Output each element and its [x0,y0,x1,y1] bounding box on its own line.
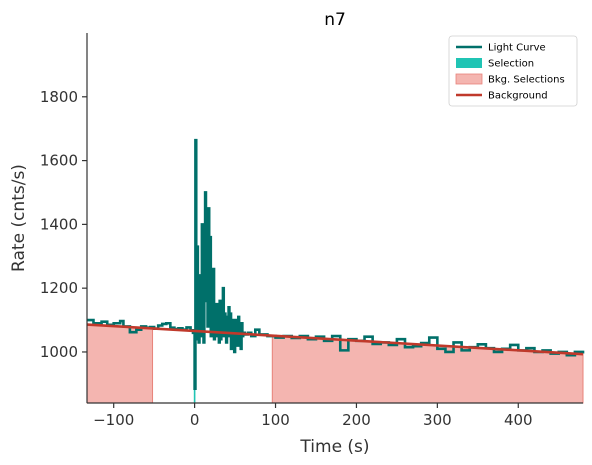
legend-label: Light Curve [488,43,546,54]
axes: −100 0 100 200 300 400 1000 1200 1400 1600 1800 [40,33,583,429]
y-tick-label: 1200 [40,279,78,297]
legend-label: Background [488,91,548,102]
x-tick-label: 0 [190,411,200,429]
legend-swatch-patch [456,58,482,68]
chart-title: n7 [324,10,346,30]
legend-frame [448,35,578,107]
legend-label: Bkg. Selections [488,75,565,86]
y-tick-label: 1600 [40,152,78,170]
plot-area [86,138,585,404]
bkg-selection-region-1 [86,324,154,404]
x-axis-label: Time (s) [299,437,369,457]
background-fit-line [86,323,584,356]
x-tick-label: 300 [423,411,452,429]
y-tick-label: 1000 [40,343,78,361]
y-tick-label: 1400 [40,215,78,233]
y-ticks: 1000 1200 1400 1600 1800 [40,88,87,361]
legend-items: Light Curve Selection Bkg. Selections Backg… [455,43,565,102]
x-tick-label: 200 [342,411,371,429]
legend-label: Selection [488,59,534,70]
x-ticks: −100 0 100 200 300 400 [93,403,533,429]
x-tick-label: 100 [261,411,290,429]
x-tick-label: −100 [93,411,134,429]
legend-swatch-patch [455,73,483,85]
y-tick-label: 1800 [40,88,78,106]
legend: Light Curve Selection Bkg. Selections Backg… [448,35,578,107]
y-axis-label: Rate (cnts/s) [9,164,29,272]
x-tick-label: 400 [504,411,533,429]
